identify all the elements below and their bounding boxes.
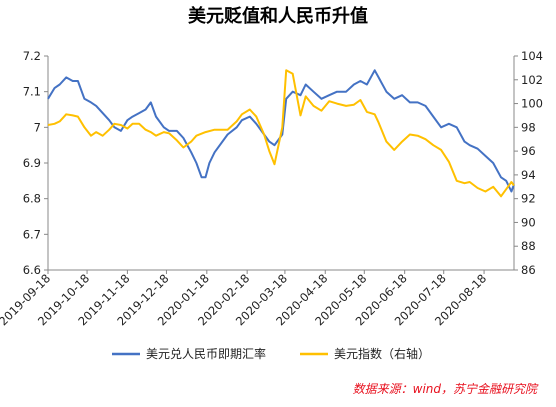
series-line-dxy bbox=[47, 69, 515, 198]
left-tick-label: 6.8 bbox=[23, 192, 41, 206]
legend-label: 美元指数（右轴） bbox=[334, 346, 430, 361]
legend-label: 美元兑人民币即期汇率 bbox=[146, 346, 266, 361]
left-tick-label: 6.6 bbox=[23, 263, 41, 277]
right-tick-label: 92 bbox=[521, 192, 536, 206]
right-tick-label: 96 bbox=[521, 144, 536, 158]
right-tick-label: 104 bbox=[521, 49, 543, 63]
chart-title: 美元贬值和人民币升值 bbox=[188, 5, 368, 27]
left-tick-label: 6.7 bbox=[23, 227, 41, 241]
left-tick-label: 7.2 bbox=[23, 49, 41, 63]
legend: 美元兑人民币即期汇率 美元指数（右轴） bbox=[112, 346, 430, 361]
series-line-usdcny bbox=[47, 69, 515, 193]
source-note: 数据来源：wind，苏宁金融研究院 bbox=[353, 382, 539, 396]
left-tick-label: 7.1 bbox=[23, 85, 41, 99]
right-tick-label: 94 bbox=[521, 168, 536, 182]
left-tick-label: 7 bbox=[34, 120, 41, 134]
series-layer bbox=[47, 69, 515, 198]
right-tick-label: 90 bbox=[521, 215, 536, 229]
right-tick-label: 102 bbox=[521, 73, 543, 87]
right-tick-label: 98 bbox=[521, 120, 536, 134]
right-tick-label: 86 bbox=[521, 263, 536, 277]
right-tick-label: 88 bbox=[521, 239, 536, 253]
left-tick-label: 6.9 bbox=[23, 156, 41, 170]
right-tick-label: 100 bbox=[521, 97, 543, 111]
